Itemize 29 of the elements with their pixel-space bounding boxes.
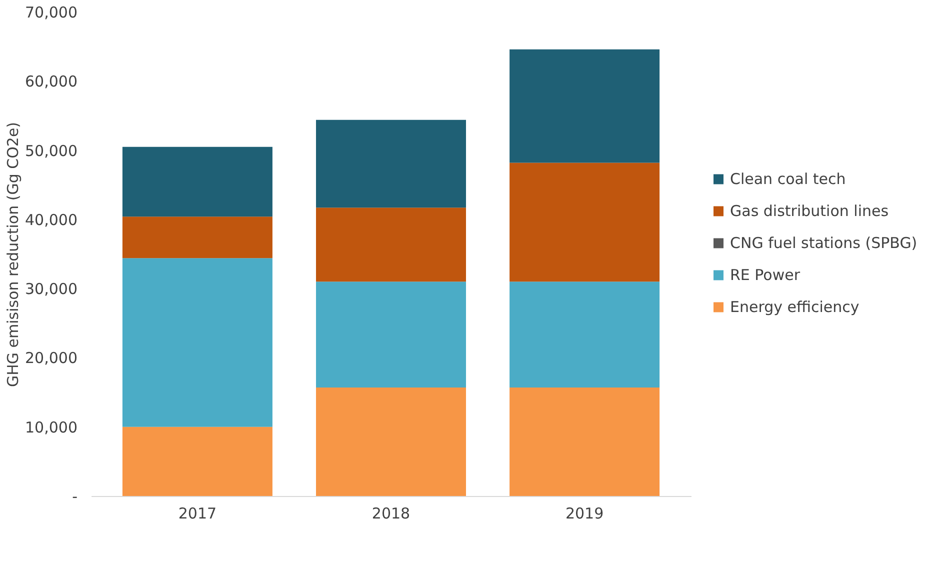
bar bbox=[316, 120, 466, 208]
y-tick-label: 40,000 bbox=[25, 210, 78, 229]
x-tick-label: 2017 bbox=[178, 504, 217, 522]
y-axis-title: GHG emisison reduction (Gg CO2e) bbox=[4, 122, 22, 388]
bar bbox=[122, 216, 272, 258]
x-tick-label: 2018 bbox=[372, 504, 410, 522]
y-tick-label: 50,000 bbox=[25, 142, 78, 160]
y-tick-label: 60,000 bbox=[25, 72, 78, 91]
y-tick-label: 70,000 bbox=[25, 4, 78, 22]
legend-label: Gas distribution lines bbox=[730, 202, 889, 220]
bar bbox=[122, 426, 272, 496]
legend-label: Energy efficiency bbox=[730, 298, 860, 316]
bar bbox=[122, 258, 272, 427]
y-tick-label: 10,000 bbox=[25, 418, 78, 436]
bar bbox=[510, 49, 660, 163]
bar bbox=[510, 162, 660, 282]
bar bbox=[510, 282, 660, 388]
bar bbox=[316, 208, 466, 282]
legend-label: CNG fuel stations (SPBG) bbox=[730, 234, 918, 252]
y-tick-label: 30,000 bbox=[25, 280, 78, 298]
y-tick-label: 20,000 bbox=[25, 349, 78, 368]
bar bbox=[316, 282, 466, 388]
x-tick-label: 2019 bbox=[565, 504, 604, 522]
y-tick-label: - bbox=[72, 488, 78, 506]
legend-label: RE Power bbox=[730, 266, 801, 284]
bar bbox=[316, 387, 466, 496]
legend-label: Clean coal tech bbox=[730, 170, 846, 188]
bar bbox=[122, 146, 272, 217]
bar bbox=[510, 387, 660, 496]
